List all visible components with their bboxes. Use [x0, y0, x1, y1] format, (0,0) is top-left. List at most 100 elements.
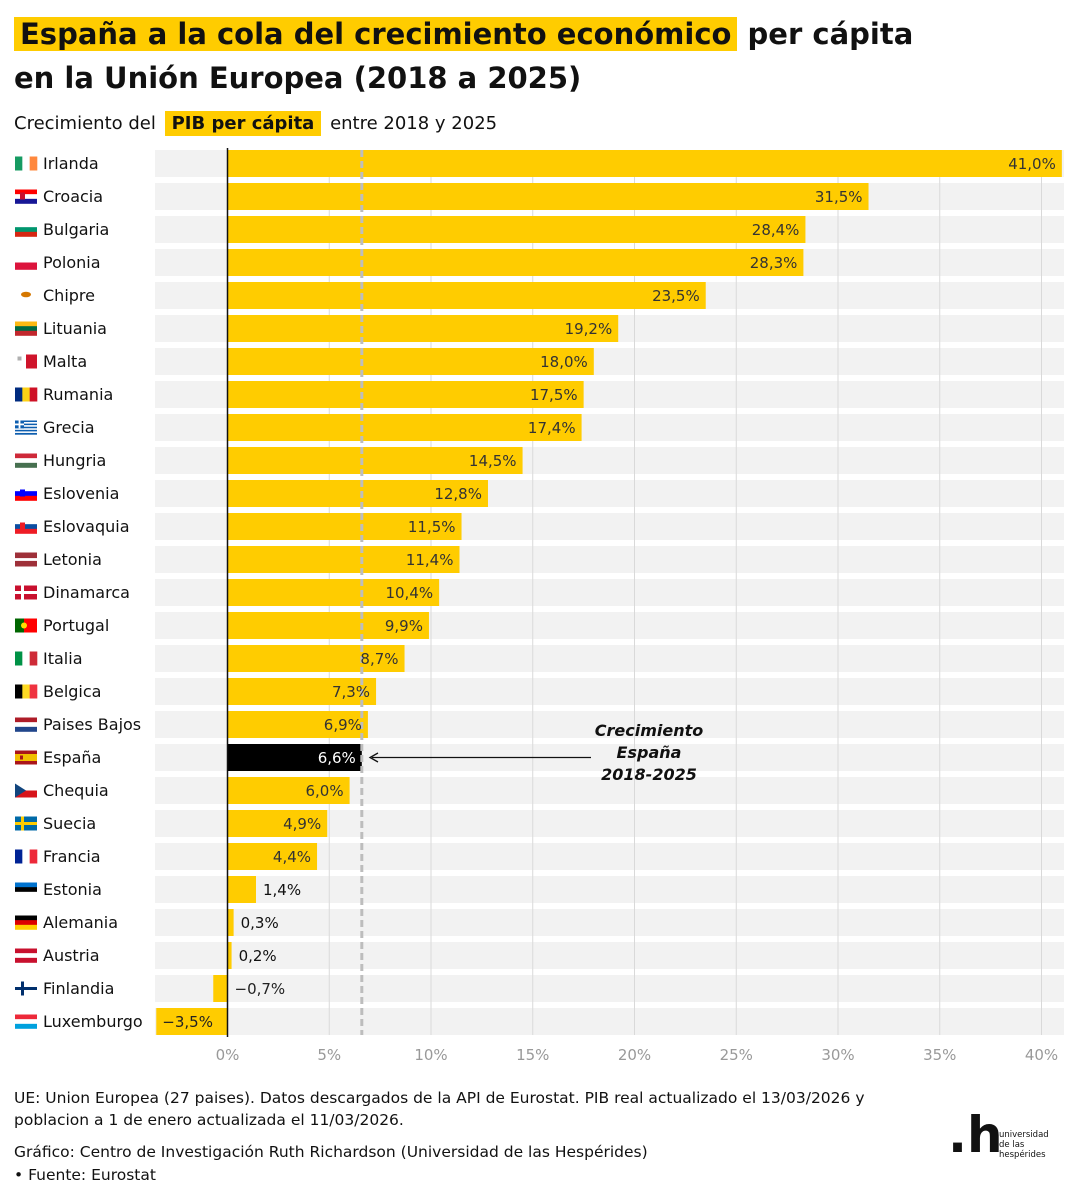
flag-emblem [20, 522, 25, 530]
flag-part [15, 924, 37, 930]
flag-part [29, 684, 38, 699]
flag-part [15, 429, 37, 432]
value-label: 18,0% [540, 353, 588, 371]
logo-name: universidad de las hespérides [999, 1130, 1059, 1160]
flag-icon [15, 486, 37, 501]
category-label: Paises Bajos [43, 715, 141, 734]
flag-part [15, 420, 37, 423]
row-background [155, 975, 1064, 1002]
category-label: Finlandia [43, 979, 114, 998]
flag-part [15, 486, 37, 492]
flag-emblem [20, 755, 23, 760]
x-tick-label: 0% [216, 1046, 240, 1064]
bar [227, 612, 429, 639]
flag-part [15, 495, 37, 501]
category-label: España [43, 748, 101, 767]
bar [227, 645, 405, 672]
category-label: Croacia [43, 187, 103, 206]
logo-name-line: universidad [999, 1130, 1049, 1140]
category-label: Hungria [43, 451, 106, 470]
category-label: Rumania [43, 385, 113, 404]
logo-name-line: de las [999, 1140, 1025, 1150]
flag-part [15, 519, 37, 525]
category-label: Letonia [43, 550, 102, 569]
flag-part [15, 431, 37, 434]
value-label: 0,2% [239, 947, 277, 965]
flag-part [15, 432, 37, 435]
bar [227, 216, 806, 243]
flag-emblem [20, 489, 25, 497]
flag-part [15, 591, 37, 594]
flag-part [15, 330, 37, 336]
value-label: 11,5% [408, 518, 456, 536]
category-label: Alemania [43, 913, 118, 932]
x-tick-label: 15% [516, 1046, 549, 1064]
university-logo: .h universidad de las hespérides [948, 1108, 1058, 1168]
category-label: Polonia [43, 253, 101, 272]
x-tick-label: 30% [821, 1046, 854, 1064]
flag-part [15, 1019, 37, 1025]
row-background [155, 942, 1064, 969]
bar [227, 513, 462, 540]
flag-part [15, 915, 37, 921]
value-label: 6,6% [318, 749, 356, 767]
value-label: 28,3% [750, 254, 798, 272]
flag-icon [15, 420, 37, 435]
flag-icon [15, 882, 37, 897]
flag-icon [15, 783, 37, 798]
annotation-text: 2018-2025 [601, 765, 697, 784]
flag-part [22, 387, 30, 402]
value-label: 6,9% [324, 716, 362, 734]
category-label: Dinamarca [43, 583, 130, 602]
flag-icon [15, 618, 37, 633]
flag-part [15, 1023, 37, 1029]
logo-name-line: hespérides [999, 1150, 1046, 1160]
value-label: 10,4% [385, 584, 433, 602]
flag-part [15, 558, 37, 561]
flag-part [29, 849, 38, 864]
flag-part [22, 684, 30, 699]
x-tick-label: 20% [618, 1046, 651, 1064]
bar [156, 1008, 228, 1035]
flag-part [15, 491, 37, 497]
flag-emblem [21, 622, 27, 629]
value-label: 14,5% [469, 452, 517, 470]
flag-part [15, 462, 37, 468]
flag-part [15, 920, 37, 926]
title-highlight: España a la cola del crecimiento económi… [14, 17, 738, 51]
value-label: −0,7% [235, 980, 286, 998]
flag-icon [15, 222, 37, 237]
flag-part [15, 423, 24, 426]
flag-emblem [21, 291, 31, 298]
title-rest: per cápita [747, 17, 914, 51]
flag-part [15, 528, 37, 534]
value-label: 11,4% [406, 551, 454, 569]
flag-part [15, 754, 37, 761]
category-label: Eslovaquia [43, 517, 130, 536]
bar [227, 942, 232, 969]
bar [227, 777, 350, 804]
chart-title: España a la cola del crecimiento económi… [14, 12, 1064, 100]
flag-icon [15, 387, 38, 402]
value-label: 31,5% [815, 188, 863, 206]
value-label: 41,0% [1008, 155, 1056, 173]
title-line2: en la Unión Europea (2018 a 2025) [14, 61, 582, 95]
value-label: 4,4% [273, 848, 311, 866]
x-tick-label: 35% [923, 1046, 956, 1064]
bar [227, 810, 328, 837]
flag-part [15, 790, 37, 798]
flag-part [15, 198, 37, 204]
flag-icon [15, 288, 37, 303]
flag-part [24, 618, 37, 633]
bar [227, 414, 582, 441]
flag-part [15, 426, 37, 429]
category-label: Grecia [43, 418, 95, 437]
row-background [155, 909, 1064, 936]
flag-part [15, 262, 37, 270]
bar [227, 447, 523, 474]
flag-part [15, 227, 37, 233]
flag-part [29, 651, 38, 666]
value-label: 6,0% [305, 782, 343, 800]
flag-part [15, 326, 37, 332]
value-label: 17,5% [530, 386, 578, 404]
